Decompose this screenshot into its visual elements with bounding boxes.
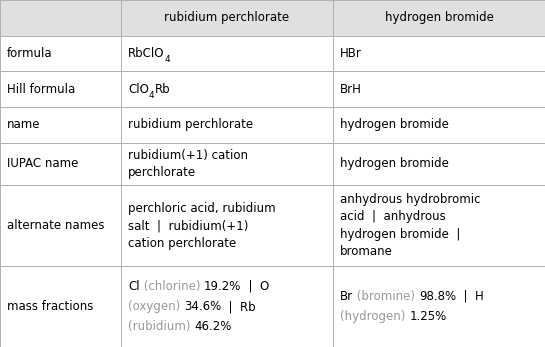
Text: |  O: | O (241, 280, 270, 293)
Text: BrH: BrH (340, 83, 362, 95)
Bar (333, 36, 545, 71)
Bar (0, 71, 121, 107)
Text: 34.6%: 34.6% (184, 300, 221, 313)
Bar (0, 0, 121, 36)
Bar (333, 266, 545, 347)
Text: rubidium(+1) cation
perchlorate: rubidium(+1) cation perchlorate (128, 149, 248, 179)
Text: perchloric acid, rubidium
salt  |  rubidium(+1)
cation perchlorate: perchloric acid, rubidium salt | rubidiu… (128, 202, 276, 249)
Text: rubidium perchlorate: rubidium perchlorate (165, 11, 289, 24)
Text: Br: Br (340, 290, 353, 303)
Text: Rb: Rb (155, 83, 170, 95)
Text: name: name (7, 118, 40, 131)
Bar (0, 143, 121, 185)
Bar (333, 71, 545, 107)
Text: 98.8%: 98.8% (419, 290, 456, 303)
Text: HBr: HBr (340, 47, 362, 60)
Bar (0, 185, 121, 266)
Bar (121, 0, 333, 36)
Bar (0, 107, 121, 143)
Text: 46.2%: 46.2% (195, 320, 232, 333)
Text: Cl: Cl (128, 280, 140, 293)
Text: alternate names: alternate names (7, 219, 105, 232)
Text: RbClO: RbClO (128, 47, 165, 60)
Text: mass fractions: mass fractions (7, 300, 93, 313)
Bar (333, 185, 545, 266)
Text: (chlorine): (chlorine) (140, 280, 204, 293)
Text: Hill formula: Hill formula (7, 83, 75, 95)
Text: (oxygen): (oxygen) (128, 300, 184, 313)
Text: anhydrous hydrobromic
acid  |  anhydrous
hydrogen bromide  |
bromane: anhydrous hydrobromic acid | anhydrous h… (340, 193, 481, 258)
Text: 19.2%: 19.2% (204, 280, 241, 293)
Bar (333, 107, 545, 143)
Bar (0, 266, 121, 347)
Bar (333, 143, 545, 185)
Text: 4: 4 (165, 55, 170, 64)
Bar (121, 107, 333, 143)
Bar (121, 266, 333, 347)
Bar (121, 71, 333, 107)
Text: hydrogen bromide: hydrogen bromide (340, 157, 449, 170)
Bar (121, 36, 333, 71)
Text: (rubidium): (rubidium) (128, 320, 195, 333)
Text: IUPAC name: IUPAC name (7, 157, 78, 170)
Text: 4: 4 (149, 91, 155, 100)
Bar (121, 185, 333, 266)
Text: rubidium perchlorate: rubidium perchlorate (128, 118, 253, 131)
Bar (121, 143, 333, 185)
Text: |  H: | H (456, 290, 484, 303)
Text: hydrogen bromide: hydrogen bromide (385, 11, 493, 24)
Bar (0, 36, 121, 71)
Text: (bromine): (bromine) (353, 290, 419, 303)
Text: (hydrogen): (hydrogen) (340, 310, 409, 323)
Text: formula: formula (7, 47, 53, 60)
Text: hydrogen bromide: hydrogen bromide (340, 118, 449, 131)
Text: |  Rb: | Rb (221, 300, 256, 313)
Text: 1.25%: 1.25% (409, 310, 446, 323)
Text: ClO: ClO (128, 83, 149, 95)
Bar (333, 0, 545, 36)
